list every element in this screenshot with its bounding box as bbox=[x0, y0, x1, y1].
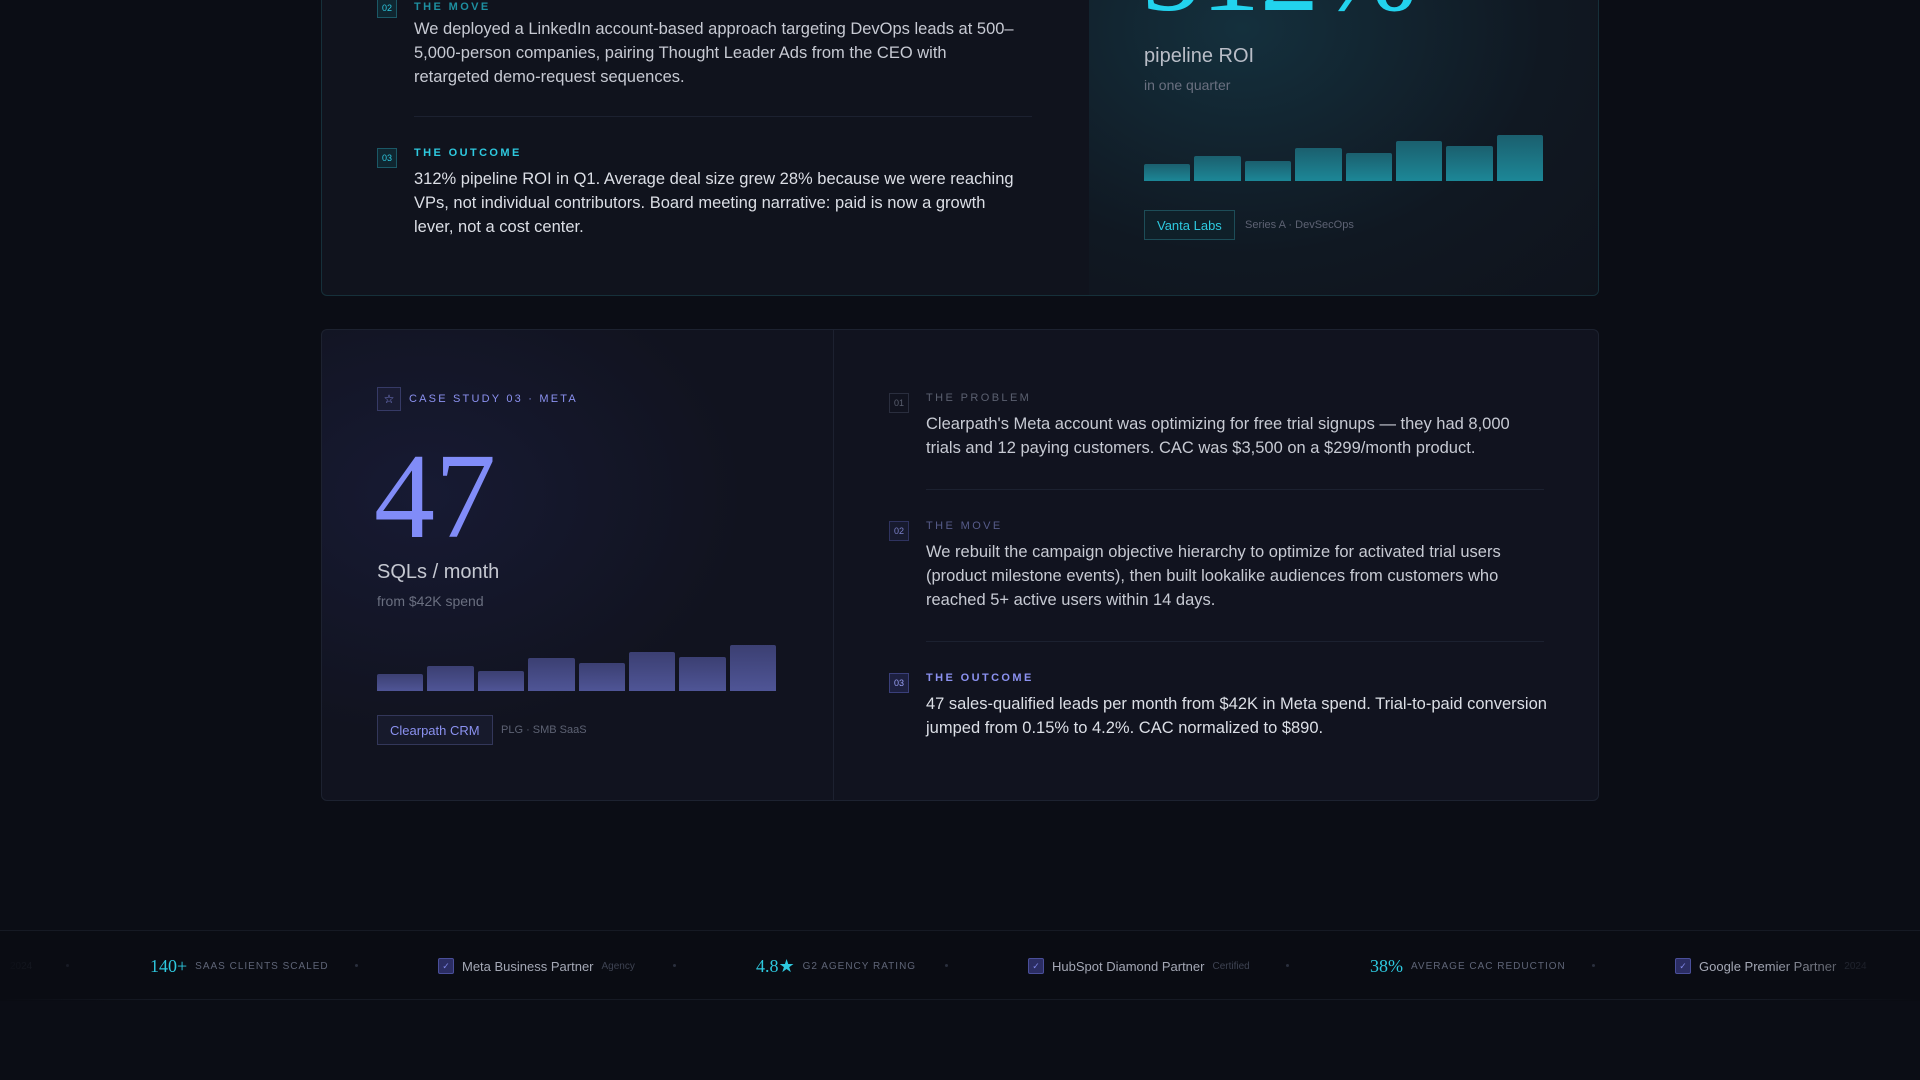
ticker-stat: 140+ SAAS CLIENTS SCALED bbox=[150, 931, 329, 1001]
step-number-badge: 02 bbox=[377, 0, 397, 18]
partner-name: HubSpot Diamond Partner bbox=[1052, 958, 1205, 974]
ticker-partner: ✓ HubSpot Diamond Partner Certified bbox=[1028, 931, 1250, 1001]
step-number-badge: 03 bbox=[377, 148, 397, 168]
step-text: 312% pipeline ROI in Q1. Average deal si… bbox=[414, 170, 1014, 236]
step-label: THE PROBLEM bbox=[926, 392, 1032, 404]
stat-caption: G2 AGENCY RATING bbox=[802, 960, 917, 972]
bar bbox=[528, 658, 575, 691]
case-study-2-card bbox=[321, 0, 1599, 296]
proof-ticker: 2024 140+SAAS CLIENTS SCALED ✓Meta Busin… bbox=[0, 930, 1920, 1001]
partner-sub: Certified bbox=[1212, 960, 1250, 972]
stat-caption: AVERAGE CAC REDUCTION bbox=[1411, 960, 1566, 972]
stat-caption: SAAS CLIENTS SCALED bbox=[195, 960, 329, 972]
step-label: THE MOVE bbox=[926, 520, 1003, 532]
stat-sub: in one quarter bbox=[1144, 77, 1231, 93]
separator-dot bbox=[1286, 964, 1289, 967]
bar bbox=[1496, 135, 1543, 181]
bar bbox=[477, 671, 525, 691]
step-text: Clearpath's Meta account was optimizing … bbox=[926, 415, 1510, 457]
bar bbox=[1446, 146, 1493, 181]
separator-dot bbox=[673, 964, 676, 967]
stat-unit: pipeline ROI bbox=[1144, 45, 1255, 67]
bar bbox=[1295, 147, 1342, 181]
mini-bar-chart bbox=[1144, 135, 1543, 181]
partner-sub: Agency bbox=[601, 960, 635, 972]
step-text: We deployed a LinkedIn account-based app… bbox=[414, 20, 1014, 86]
step-number-badge: 01 bbox=[889, 393, 909, 413]
check-icon: ✓ bbox=[1675, 958, 1691, 974]
stat-unit: SQLs / month bbox=[377, 561, 500, 583]
stat-number: 4.8★ bbox=[756, 955, 795, 976]
bar bbox=[1244, 161, 1292, 181]
bar bbox=[628, 652, 676, 691]
stat-value: 312% bbox=[1142, 0, 1417, 30]
client-meta: PLG · SMB SaaS bbox=[501, 724, 587, 736]
check-icon: ✓ bbox=[1028, 958, 1044, 974]
ticker-fade-left bbox=[0, 931, 160, 1001]
partner-name: Meta Business Partner bbox=[462, 958, 594, 974]
bar bbox=[578, 662, 625, 691]
step-text: We rebuilt the campaign objective hierar… bbox=[926, 543, 1501, 609]
separator-dot bbox=[355, 964, 358, 967]
step-number-badge: 02 bbox=[889, 521, 909, 541]
separator-dot bbox=[1592, 964, 1595, 967]
stat-value: 47 bbox=[374, 429, 496, 564]
step-text: 47 sales-qualified leads per month from … bbox=[926, 695, 1547, 737]
case-study-eyebrow: CASE STUDY 03 · META bbox=[409, 393, 578, 405]
bar bbox=[679, 656, 726, 691]
bar bbox=[729, 645, 776, 691]
step-divider bbox=[926, 641, 1544, 642]
bar bbox=[1345, 152, 1392, 181]
step-label: THE OUTCOME bbox=[414, 147, 522, 159]
card-column-divider bbox=[833, 330, 834, 800]
check-icon: ✓ bbox=[438, 958, 454, 974]
bar bbox=[427, 666, 474, 691]
stat-sub: from $42K spend bbox=[377, 593, 484, 609]
bar bbox=[1144, 163, 1191, 181]
client-tag[interactable]: Vanta Labs bbox=[1144, 210, 1235, 240]
mini-bar-chart bbox=[377, 645, 776, 691]
step-label: THE MOVE bbox=[414, 1, 491, 13]
step-label: THE OUTCOME bbox=[926, 672, 1034, 684]
ticker-stat: 4.8★ G2 AGENCY RATING bbox=[756, 931, 916, 1001]
bar bbox=[377, 674, 424, 691]
ticker-stat: 38% AVERAGE CAC REDUCTION bbox=[1370, 931, 1566, 1001]
bar bbox=[1395, 140, 1443, 181]
step-number-badge: 03 bbox=[889, 673, 909, 693]
step-divider bbox=[414, 116, 1032, 117]
stat-number: 38% bbox=[1370, 955, 1403, 976]
bar bbox=[1194, 155, 1241, 181]
separator-dot bbox=[945, 964, 948, 967]
ticker-partner: ✓ Meta Business Partner Agency bbox=[438, 931, 635, 1001]
client-meta: Series A · DevSecOps bbox=[1245, 219, 1354, 231]
ticker-fade-right bbox=[1760, 931, 1920, 1001]
step-divider bbox=[926, 489, 1544, 490]
client-tag[interactable]: Clearpath CRM bbox=[377, 715, 493, 745]
star-icon: ☆ bbox=[377, 387, 401, 411]
